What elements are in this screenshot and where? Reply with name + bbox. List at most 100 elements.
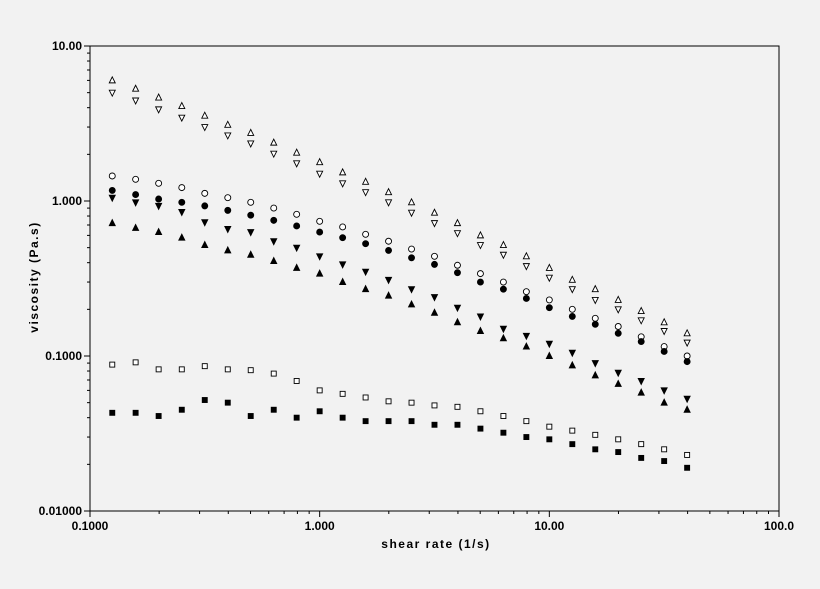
data-point <box>637 306 645 314</box>
data-point <box>131 199 140 207</box>
data-point <box>224 399 231 406</box>
data-point <box>684 451 691 458</box>
data-point <box>637 388 645 396</box>
data-point <box>201 124 209 132</box>
data-point <box>315 253 324 261</box>
data-point <box>247 367 254 374</box>
data-point <box>545 263 554 271</box>
data-point <box>201 202 209 210</box>
data-point <box>201 240 209 248</box>
data-point <box>430 208 439 216</box>
plot-frame <box>89 45 780 512</box>
data-point <box>315 269 324 277</box>
data-point <box>523 418 530 425</box>
data-point <box>569 441 576 448</box>
data-point <box>362 418 369 425</box>
data-point <box>591 284 600 293</box>
data-point <box>178 184 186 192</box>
x-tick-label: 0.1000 <box>72 519 109 533</box>
data-point <box>338 277 347 285</box>
data-point <box>362 240 370 248</box>
data-point <box>131 84 140 92</box>
data-point <box>154 106 163 114</box>
data-point <box>247 250 255 258</box>
y-axis-title: viscosity (Pa.s) <box>27 221 41 332</box>
data-point <box>385 237 393 245</box>
data-point <box>178 101 186 109</box>
data-point <box>155 195 163 203</box>
data-point <box>270 238 278 246</box>
data-point <box>108 194 116 203</box>
data-point <box>361 177 370 185</box>
y-tick-label: 1.000 <box>52 194 82 208</box>
data-point <box>247 198 255 206</box>
data-point <box>270 256 278 264</box>
data-point <box>499 333 508 342</box>
data-point <box>316 408 323 415</box>
data-point <box>522 295 530 302</box>
data-point <box>293 210 301 218</box>
data-point <box>614 329 622 337</box>
data-point <box>109 361 116 368</box>
data-point <box>178 406 185 413</box>
data-point <box>591 320 599 328</box>
data-point <box>385 246 393 254</box>
data-point <box>224 132 232 140</box>
data-point <box>338 261 347 269</box>
data-point <box>683 339 691 348</box>
data-markers <box>108 75 691 471</box>
data-point <box>431 402 438 409</box>
data-point <box>247 140 255 148</box>
data-point <box>591 360 600 368</box>
data-point <box>384 187 393 196</box>
data-point <box>155 179 163 187</box>
data-point <box>408 399 415 406</box>
data-point <box>431 252 438 260</box>
data-point <box>178 366 185 373</box>
data-point <box>684 464 691 471</box>
data-point <box>545 304 553 312</box>
data-point <box>132 191 140 199</box>
data-point <box>430 308 439 316</box>
data-point <box>132 175 140 183</box>
data-point <box>660 398 668 406</box>
plot-axes <box>89 45 780 512</box>
data-point <box>615 436 622 443</box>
data-point <box>453 317 462 326</box>
data-point <box>477 408 484 415</box>
series-circle-open <box>108 172 691 360</box>
data-point <box>384 199 393 207</box>
data-point <box>592 446 599 453</box>
data-point <box>683 352 691 360</box>
data-point <box>614 369 622 378</box>
data-point <box>615 449 622 456</box>
data-point <box>270 406 277 413</box>
data-point <box>224 245 232 254</box>
data-point <box>499 278 507 286</box>
data-point <box>224 120 232 128</box>
data-point <box>545 340 554 349</box>
data-point <box>361 189 370 197</box>
y-tick-label: 0.01000 <box>39 504 83 518</box>
series-triangle-up-open <box>108 75 691 337</box>
data-point <box>108 89 116 98</box>
data-point <box>316 228 324 236</box>
data-point <box>568 312 576 320</box>
data-point <box>683 405 691 413</box>
data-point <box>315 157 324 166</box>
series-circle-filled <box>108 186 691 366</box>
data-point <box>224 226 232 234</box>
data-point <box>637 378 645 386</box>
x-axis-title: shear rate (1/s) <box>381 537 490 551</box>
data-point <box>338 180 347 188</box>
data-point <box>476 270 484 278</box>
data-point <box>339 414 346 421</box>
data-point <box>476 313 485 321</box>
data-point <box>201 363 208 370</box>
data-point <box>293 378 300 384</box>
data-point <box>154 93 163 101</box>
data-point <box>683 328 691 337</box>
data-point <box>293 414 300 421</box>
data-point <box>247 211 255 219</box>
data-point <box>545 351 554 359</box>
